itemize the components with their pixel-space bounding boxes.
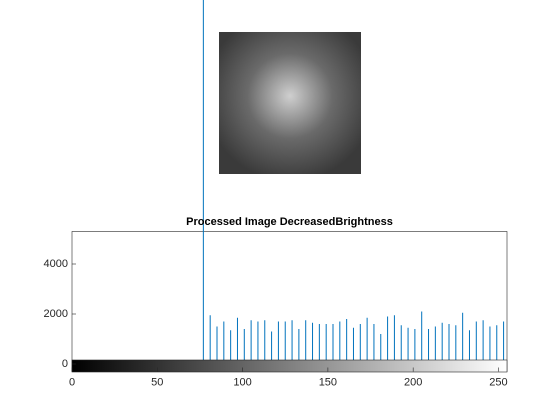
chart-title: Processed Image DecreasedBrightness <box>186 216 393 228</box>
x-tick-label: 250 <box>489 376 507 388</box>
x-tick-label: 0 <box>69 376 75 388</box>
colorbar <box>71 359 508 373</box>
y-tick-label: 0 <box>62 358 68 370</box>
processed-image <box>219 32 361 174</box>
x-tick-label: 200 <box>404 376 422 388</box>
plot-box <box>71 231 508 372</box>
x-tick-label: 100 <box>233 376 251 388</box>
y-tick-label: 2000 <box>44 308 68 320</box>
y-tick-label: 4000 <box>44 258 68 270</box>
x-tick-label: 150 <box>319 376 337 388</box>
x-tick-label: 50 <box>151 376 163 388</box>
histogram-axes: 0 2000 4000 0 50 100 150 200 250 <box>44 0 508 388</box>
